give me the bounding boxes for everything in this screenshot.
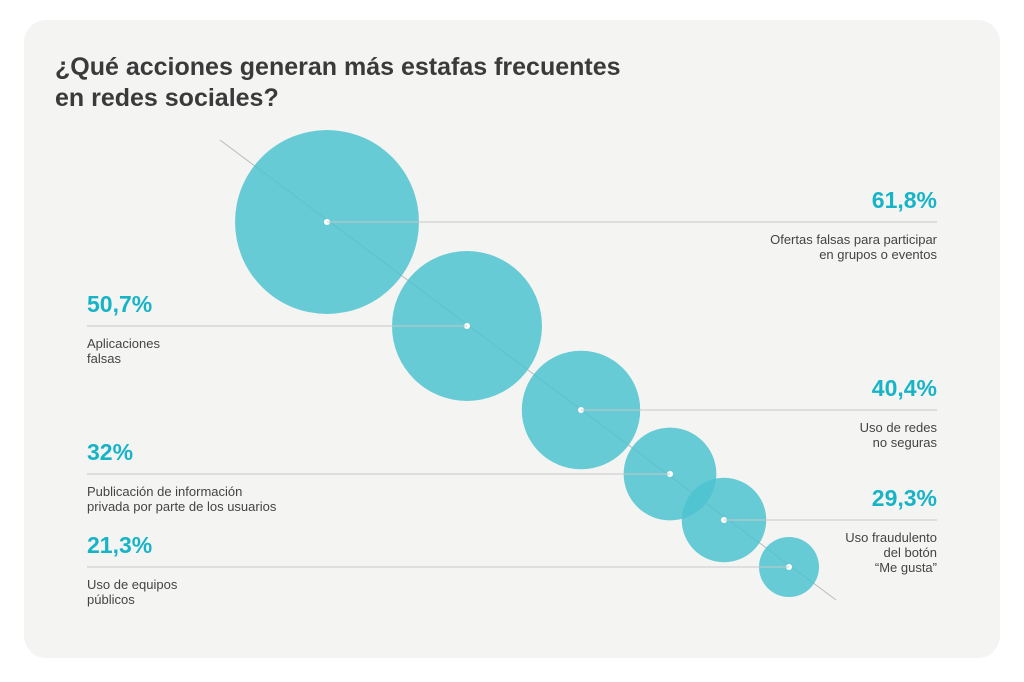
category-label: Publicación de información privada por p…	[87, 484, 277, 514]
value-label: 29,3%	[871, 485, 937, 511]
value-label: 32%	[87, 439, 134, 465]
chart-title: ¿Qué acciones generan más estafas frecue…	[55, 53, 621, 112]
value-label: 21,3%	[87, 532, 153, 558]
category-label: Aplicaciones falsas	[87, 336, 160, 366]
category-label: Uso fraudulento del botón “Me gusta”	[845, 530, 937, 575]
category-label: Uso de redes no seguras	[859, 420, 937, 450]
value-label: 40,4%	[871, 375, 937, 401]
category-label: Uso de equipos públicos	[87, 577, 178, 607]
value-label: 50,7%	[87, 291, 153, 317]
category-label: Ofertas falsas para participar en grupos…	[770, 232, 937, 262]
value-label: 61,8%	[871, 187, 937, 213]
